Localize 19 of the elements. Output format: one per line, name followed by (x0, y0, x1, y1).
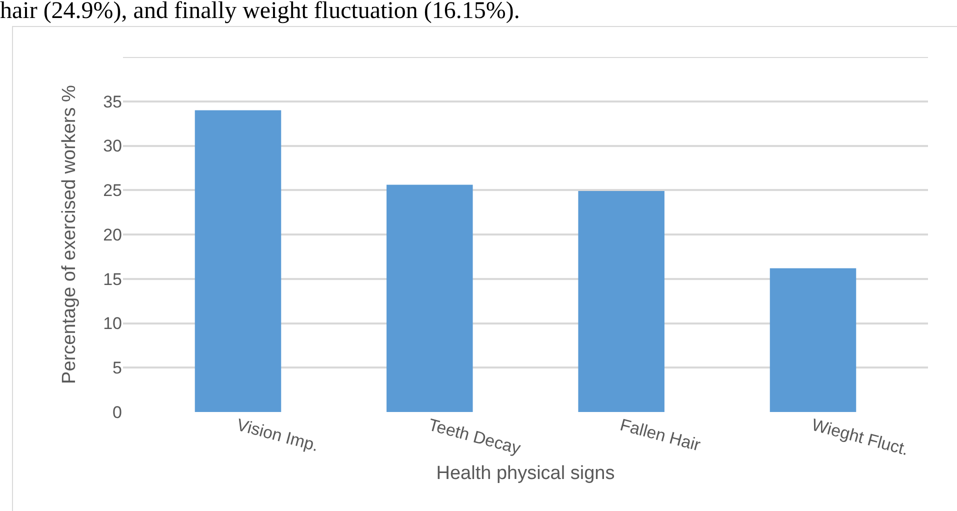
x-tick-label: Fallen Hair (618, 415, 703, 455)
x-tick-label: Vision Imp. (234, 415, 321, 456)
bar (194, 110, 282, 412)
x-axis-title: Health physical signs (436, 463, 615, 484)
bar (578, 191, 664, 412)
bar (386, 184, 473, 412)
y-tick-label: 15 (103, 270, 122, 289)
y-tick-label: 30 (103, 136, 122, 156)
text: hair (24.9%), and finally weight fluctuation (16.15%). (0, 0, 520, 25)
y-tick-label: 25 (103, 181, 122, 200)
y-tick-label: 10 (103, 314, 122, 334)
x-tick-label: Wieght Fluct. (810, 415, 911, 460)
y-axis-title: Percentage of exercised workers % (59, 84, 80, 384)
y-tick-label: 5 (112, 358, 122, 378)
y-tick-label: 35 (103, 92, 122, 112)
x-tick-label: Teeth Decay (426, 415, 524, 458)
y-tick-label: 0 (112, 402, 122, 422)
bar (770, 268, 856, 412)
y-tick-label: 20 (103, 225, 122, 244)
